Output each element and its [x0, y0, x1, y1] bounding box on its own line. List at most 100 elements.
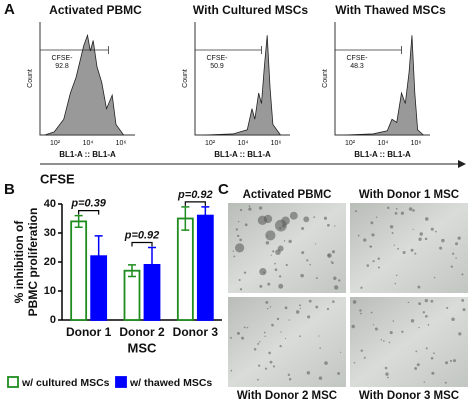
x-tick-label: Donor 1: [66, 325, 112, 339]
cell: [394, 282, 397, 285]
cell: [332, 300, 335, 303]
cell: [430, 299, 434, 303]
x-tick-label: 10²: [205, 140, 216, 147]
cell: [424, 237, 428, 241]
cell: [234, 243, 245, 253]
cell: [458, 332, 462, 336]
cell: [239, 208, 243, 212]
x-tick-label: 10⁶: [271, 140, 282, 147]
cell: [326, 307, 330, 311]
cell: [265, 300, 269, 304]
cell: [441, 238, 445, 243]
cell: [264, 367, 268, 370]
cell: [394, 211, 398, 215]
cell: [313, 216, 316, 218]
histogram-curve: [44, 33, 125, 136]
cell: [259, 284, 263, 288]
cell: [433, 352, 435, 355]
cell: [419, 232, 423, 236]
cell: [457, 236, 461, 240]
cell: [253, 347, 257, 351]
y-tick-label: 10: [44, 285, 56, 297]
cell: [372, 260, 375, 263]
cell: [360, 312, 362, 315]
cell: [400, 211, 405, 215]
y-tick-label: 20: [44, 256, 56, 268]
error-bar: [181, 206, 190, 231]
cell: [380, 339, 383, 341]
cell: [315, 305, 319, 309]
panel-label: C: [218, 181, 229, 198]
histogram-curve: [344, 35, 425, 136]
cell: [301, 251, 305, 255]
cell: [300, 273, 304, 278]
cell: [425, 217, 429, 221]
x-tick-label: 10⁶: [411, 140, 422, 147]
cell: [230, 369, 233, 372]
cell: [415, 350, 418, 353]
cell: [263, 271, 266, 274]
cell: [414, 252, 417, 255]
cell: [333, 285, 339, 290]
cell: [331, 261, 334, 265]
cell: [453, 359, 457, 363]
y-axis-label: % inhibition of: [12, 220, 26, 304]
error-bar: [148, 246, 156, 284]
cell: [374, 327, 378, 331]
cell: [383, 340, 385, 342]
cell: [248, 207, 252, 211]
y-tick-label: 40: [44, 198, 56, 210]
micrograph-label: With Donor 3 MSC: [359, 390, 459, 402]
cell: [280, 331, 282, 333]
cell: [301, 227, 305, 230]
cell: [323, 216, 328, 220]
cell: [274, 219, 287, 232]
cell: [265, 241, 270, 245]
cell: [334, 225, 336, 227]
error-bar: [74, 214, 83, 228]
cell: [461, 298, 465, 302]
cell: [239, 288, 243, 291]
gate-label: CFSE-: [347, 55, 369, 62]
cell: [276, 317, 280, 321]
cell: [377, 266, 380, 269]
cell: [450, 265, 453, 268]
cell: [386, 376, 389, 379]
cell: [283, 240, 286, 242]
cell: [418, 326, 420, 329]
cell: [439, 246, 443, 250]
cell: [363, 238, 367, 242]
annotation: p=0.39: [70, 198, 106, 210]
cell: [278, 275, 282, 278]
micrograph: [350, 297, 468, 387]
histogram-curve: [204, 35, 282, 136]
significance-bracket: [184, 201, 206, 206]
cell: [392, 320, 395, 322]
cfse-label: CFSE: [40, 171, 75, 186]
x-tick-label: 10²: [50, 140, 61, 147]
cell: [319, 347, 321, 349]
cell: [430, 356, 434, 360]
cell: [427, 324, 430, 326]
error-bar: [128, 264, 136, 278]
annotation: p=0.92: [177, 189, 213, 201]
cell: [235, 228, 239, 231]
cell: [369, 245, 372, 248]
cell: [430, 227, 434, 231]
cell: [241, 336, 245, 340]
cell: [244, 223, 248, 227]
y-axis-label: Count: [322, 69, 329, 88]
cell: [395, 207, 398, 210]
cell: [410, 319, 415, 323]
panel-label: A: [4, 1, 15, 18]
cell: [433, 276, 436, 279]
micrograph: [350, 203, 468, 293]
cell: [397, 247, 399, 250]
cell: [446, 306, 449, 309]
y-tick-label: 30: [44, 227, 56, 239]
cell: [423, 381, 426, 383]
y-axis-label: PBMC proliferation: [26, 208, 40, 317]
cell: [265, 230, 276, 241]
gate-value: 48.3: [350, 63, 364, 70]
